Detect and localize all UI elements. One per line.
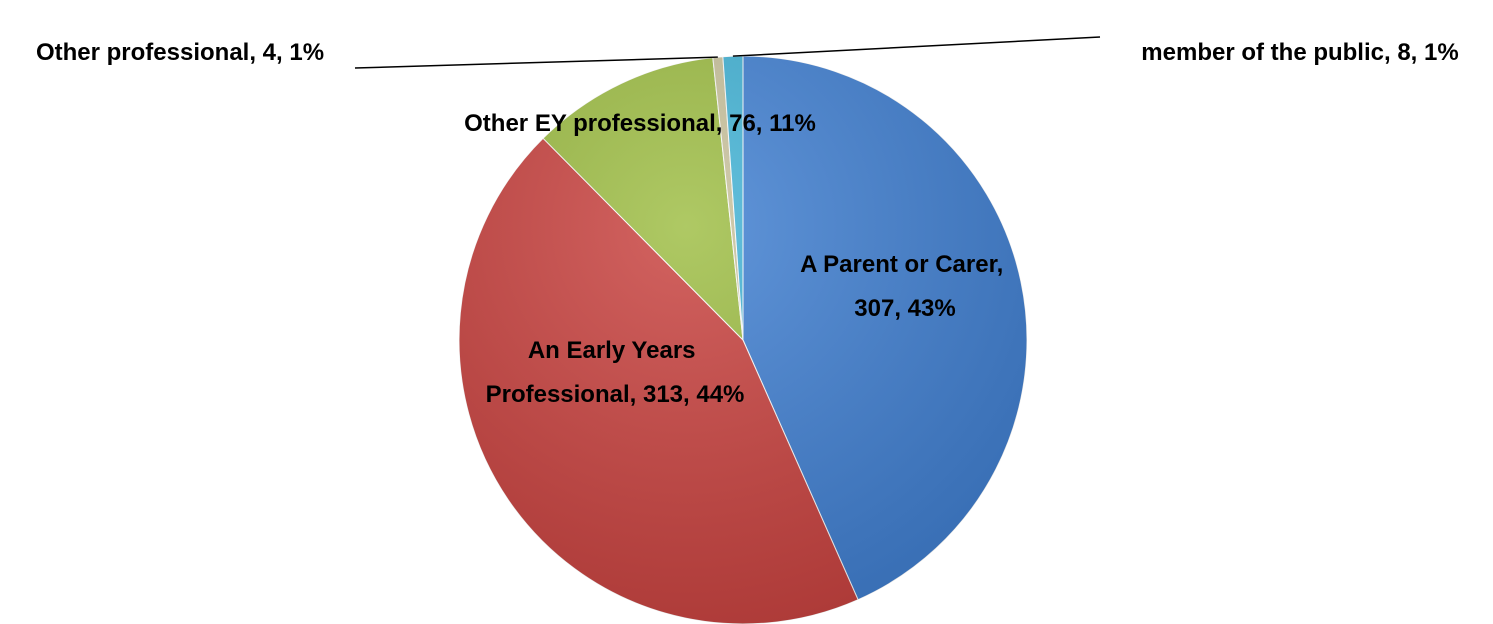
label-line: An Early Years: [528, 337, 702, 364]
label-line: Other EY professional, 76, 11%: [464, 110, 816, 137]
leader-line: [732, 36, 1101, 57]
label-line: Professional, 313, 44%: [486, 381, 745, 408]
data-label: member of the public, 8, 1%: [1141, 39, 1458, 66]
data-label: Other professional, 4, 1%: [36, 39, 324, 66]
label-line: member of the public, 8, 1%: [1141, 39, 1458, 66]
label-line: 307, 43%: [854, 295, 955, 322]
data-label: A Parent or Carer, 307, 43%: [800, 251, 1010, 322]
label-line: A Parent or Carer,: [800, 251, 1010, 278]
leader-line: [354, 56, 718, 69]
data-label: An Early Years Professional, 313, 44%: [486, 337, 745, 408]
label-line: Other professional, 4, 1%: [36, 39, 324, 66]
data-label: Other EY professional, 76, 11%: [464, 110, 816, 137]
